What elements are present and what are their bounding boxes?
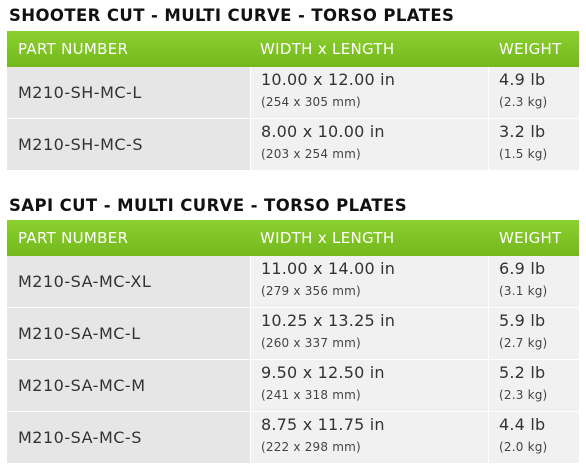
part-number: M210-SA-MC-XL [7,256,250,307]
dimensions-in: 9.50 x 12.50 in [261,363,385,382]
dimensions-mm: (203 x 254 mm) [261,147,361,161]
weight-cell: 3.2 lb (1.5 kg) [489,119,579,170]
shooter-cut-table: PART NUMBER WIDTH x LENGTH WEIGHT M210-S… [7,31,579,170]
dimensions-in: 10.00 x 12.00 in [261,70,396,89]
table-row: M210-SA-MC-L 10.25 x 13.25 in (260 x 337… [7,308,579,360]
weight-cell: 4.4 lb (2.0 kg) [489,412,579,463]
dimensions-cell: 10.00 x 12.00 in (254 x 305 mm) [250,67,489,118]
part-number: M210-SA-MC-S [7,412,250,463]
dimensions-in: 10.25 x 13.25 in [261,311,396,330]
dimensions-cell: 11.00 x 14.00 in (279 x 356 mm) [250,256,489,307]
table-row: M210-SA-MC-M 9.50 x 12.50 in (241 x 318 … [7,360,579,412]
header-part-number: PART NUMBER [18,40,129,58]
table-row: M210-SH-MC-L 10.00 x 12.00 in (254 x 305… [7,67,579,119]
table-row: M210-SA-MC-XL 11.00 x 14.00 in (279 x 35… [7,256,579,308]
weight-lb: 3.2 lb [499,122,546,141]
shooter-cut-title: SHOOTER CUT - MULTI CURVE - TORSO PLATES [9,6,455,25]
weight-kg: (2.7 kg) [499,336,548,350]
header-part-number: PART NUMBER [18,229,129,247]
weight-kg: (2.3 kg) [499,388,548,402]
table-row: M210-SH-MC-S 8.00 x 10.00 in (203 x 254 … [7,119,579,170]
dimensions-cell: 9.50 x 12.50 in (241 x 318 mm) [250,360,489,411]
dimensions-cell: 8.00 x 10.00 in (203 x 254 mm) [250,119,489,170]
dimensions-mm: (260 x 337 mm) [261,336,361,350]
header-width-length: WIDTH x LENGTH [260,229,395,247]
part-number: M210-SH-MC-L [7,67,250,118]
sapi-cut-table: PART NUMBER WIDTH x LENGTH WEIGHT M210-S… [7,220,579,463]
table-header: PART NUMBER WIDTH x LENGTH WEIGHT [7,220,579,256]
part-number: M210-SH-MC-S [7,119,250,170]
weight-cell: 5.2 lb (2.3 kg) [489,360,579,411]
part-number: M210-SA-MC-M [7,360,250,411]
dimensions-mm: (222 x 298 mm) [261,440,361,454]
header-width-length: WIDTH x LENGTH [260,40,395,58]
dimensions-in: 8.75 x 11.75 in [261,415,385,434]
weight-kg: (2.3 kg) [499,95,548,109]
dimensions-mm: (279 x 356 mm) [261,284,361,298]
header-weight: WEIGHT [499,40,562,58]
weight-kg: (2.0 kg) [499,440,548,454]
table-header: PART NUMBER WIDTH x LENGTH WEIGHT [7,31,579,67]
weight-lb: 4.4 lb [499,415,546,434]
weight-lb: 5.2 lb [499,363,546,382]
dimensions-in: 11.00 x 14.00 in [261,259,396,278]
table-row: M210-SA-MC-S 8.75 x 11.75 in (222 x 298 … [7,412,579,463]
weight-cell: 4.9 lb (2.3 kg) [489,67,579,118]
weight-cell: 6.9 lb (3.1 kg) [489,256,579,307]
weight-kg: (3.1 kg) [499,284,548,298]
dimensions-cell: 8.75 x 11.75 in (222 x 298 mm) [250,412,489,463]
weight-kg: (1.5 kg) [499,147,548,161]
weight-cell: 5.9 lb (2.7 kg) [489,308,579,359]
sapi-cut-title: SAPI CUT - MULTI CURVE - TORSO PLATES [9,196,408,215]
header-weight: WEIGHT [499,229,562,247]
weight-lb: 5.9 lb [499,311,546,330]
dimensions-in: 8.00 x 10.00 in [261,122,385,141]
dimensions-mm: (254 x 305 mm) [261,95,361,109]
part-number: M210-SA-MC-L [7,308,250,359]
weight-lb: 6.9 lb [499,259,546,278]
dimensions-mm: (241 x 318 mm) [261,388,361,402]
dimensions-cell: 10.25 x 13.25 in (260 x 337 mm) [250,308,489,359]
weight-lb: 4.9 lb [499,70,546,89]
